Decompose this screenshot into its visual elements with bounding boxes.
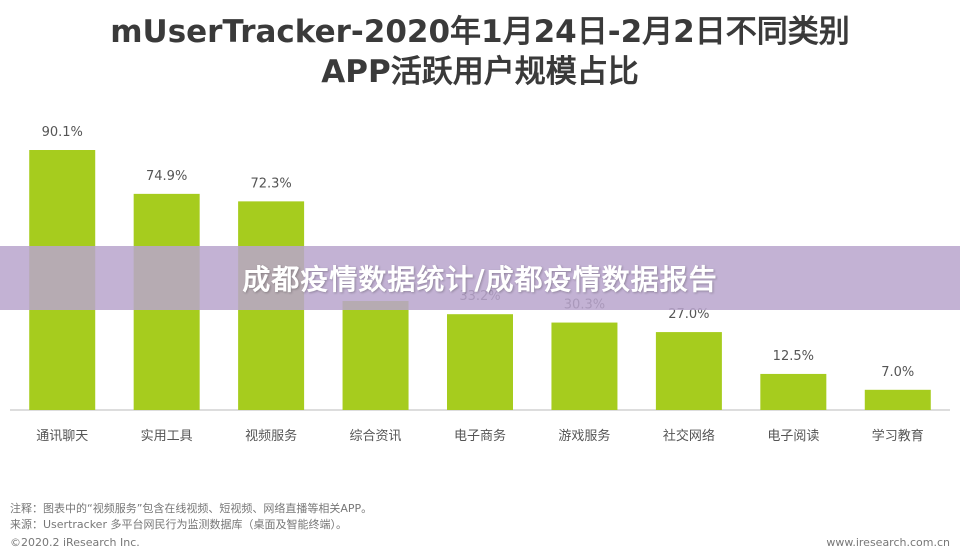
chart-note: 注释：图表中的“视频服务”包含在线视频、短视频、网络直播等相关APP。 [10,502,373,515]
category-label-1: 通讯聊天 [36,429,88,444]
chart-title-line-1: mUserTracker-2020年1月24日-2月2日不同类别 [110,14,850,50]
bar-5 [447,314,513,410]
category-label-8: 电子阅读 [767,429,819,444]
chart-source: 来源：Usertracker 多平台网民行为监测数据库（桌面及智能终端）。 [10,518,347,531]
chart-title-line-2: APP活跃用户规模占比 [321,54,639,90]
value-label-9: 7.0% [881,365,914,380]
bar-6 [551,322,618,410]
category-label-7: 社交网络 [663,428,715,444]
banner-text: 成都疫情数据统计/成都疫情数据报告 [242,263,718,296]
value-label-7: 27.0% [668,307,709,322]
value-label-1: 90.1% [42,125,83,140]
value-label-8: 12.5% [773,349,814,364]
bar-9 [864,389,931,410]
value-label-3: 72.3% [250,176,291,191]
bar-chart: 90.1%通讯聊天74.9%实用工具72.3%视频服务综合资讯33.2%电子商务… [10,125,950,444]
bar-4 [342,301,409,410]
value-label-2: 74.9% [146,169,187,184]
category-label-4: 综合资讯 [350,429,402,444]
category-label-6: 游戏服务 [558,428,610,444]
category-label-5: 电子商务 [454,428,506,444]
bar-7 [655,332,722,410]
website: www.iresearch.com.cn [826,536,950,549]
category-label-9: 学习教育 [872,428,924,444]
chart-title: mUserTracker-2020年1月24日-2月2日不同类别 APP活跃用户… [0,12,960,92]
copyright: ©2020.2 iResearch Inc. [10,536,140,549]
category-label-3: 视频服务 [245,428,297,444]
category-label-2: 实用工具 [141,429,193,444]
bar-8 [760,373,827,410]
overlay-banner: 成都疫情数据统计/成都疫情数据报告 [0,246,960,310]
